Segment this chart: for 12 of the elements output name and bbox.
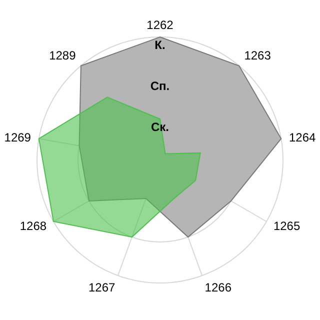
- spoke-label: 1267: [88, 280, 116, 295]
- spoke-label: 1266: [204, 280, 232, 295]
- spoke-label: 1263: [244, 48, 272, 63]
- spoke-label: 1262: [146, 18, 174, 32]
- spoke-label: 1289: [49, 48, 76, 63]
- y-tick-label: Сп.: [150, 79, 170, 93]
- spoke-label: 1265: [273, 218, 300, 233]
- spoke-label: 1269: [4, 130, 32, 145]
- spoke-label: 1268: [20, 218, 47, 233]
- y-tick-label: К.: [154, 38, 166, 52]
- spoke-label: 1264: [289, 130, 316, 145]
- y-tick-label: Ск.: [150, 120, 170, 134]
